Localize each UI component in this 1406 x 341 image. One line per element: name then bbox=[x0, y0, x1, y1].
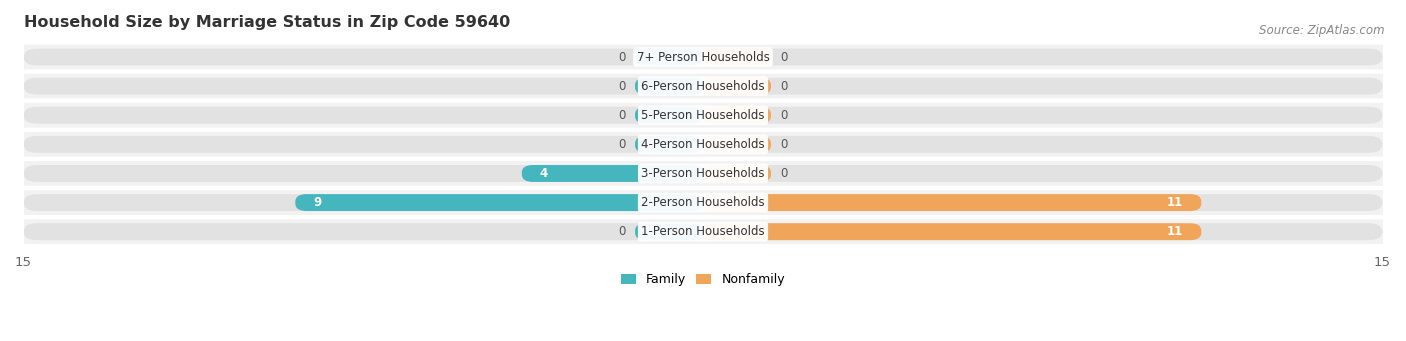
Text: 0: 0 bbox=[619, 80, 626, 93]
Text: 0: 0 bbox=[619, 109, 626, 122]
Text: Household Size by Marriage Status in Zip Code 59640: Household Size by Marriage Status in Zip… bbox=[24, 15, 510, 30]
FancyBboxPatch shape bbox=[636, 78, 703, 94]
FancyBboxPatch shape bbox=[703, 136, 770, 153]
FancyBboxPatch shape bbox=[24, 223, 1382, 240]
FancyBboxPatch shape bbox=[636, 48, 703, 65]
FancyBboxPatch shape bbox=[295, 194, 703, 211]
Text: 0: 0 bbox=[619, 50, 626, 63]
Legend: Family, Nonfamily: Family, Nonfamily bbox=[616, 268, 790, 291]
Text: 3-Person Households: 3-Person Households bbox=[641, 167, 765, 180]
FancyBboxPatch shape bbox=[24, 165, 1382, 182]
FancyBboxPatch shape bbox=[636, 223, 703, 240]
Text: 0: 0 bbox=[619, 138, 626, 151]
Text: 6-Person Households: 6-Person Households bbox=[641, 80, 765, 93]
FancyBboxPatch shape bbox=[1, 190, 1405, 215]
FancyBboxPatch shape bbox=[1, 132, 1405, 157]
Text: 1-Person Households: 1-Person Households bbox=[641, 225, 765, 238]
FancyBboxPatch shape bbox=[24, 78, 1382, 94]
FancyBboxPatch shape bbox=[1, 74, 1405, 99]
FancyBboxPatch shape bbox=[703, 107, 770, 124]
FancyBboxPatch shape bbox=[703, 194, 1201, 211]
FancyBboxPatch shape bbox=[703, 223, 1201, 240]
FancyBboxPatch shape bbox=[24, 194, 1382, 211]
FancyBboxPatch shape bbox=[636, 107, 703, 124]
FancyBboxPatch shape bbox=[24, 107, 1382, 124]
FancyBboxPatch shape bbox=[703, 78, 770, 94]
FancyBboxPatch shape bbox=[24, 48, 1382, 65]
FancyBboxPatch shape bbox=[1, 103, 1405, 128]
FancyBboxPatch shape bbox=[522, 165, 703, 182]
Text: 0: 0 bbox=[780, 109, 787, 122]
Text: 11: 11 bbox=[1167, 196, 1184, 209]
FancyBboxPatch shape bbox=[1, 161, 1405, 186]
Text: 2-Person Households: 2-Person Households bbox=[641, 196, 765, 209]
FancyBboxPatch shape bbox=[636, 136, 703, 153]
FancyBboxPatch shape bbox=[703, 48, 770, 65]
Text: 0: 0 bbox=[780, 138, 787, 151]
Text: 4: 4 bbox=[540, 167, 548, 180]
FancyBboxPatch shape bbox=[703, 165, 770, 182]
Text: 0: 0 bbox=[780, 167, 787, 180]
FancyBboxPatch shape bbox=[1, 45, 1405, 70]
Text: 11: 11 bbox=[1167, 225, 1184, 238]
Text: 9: 9 bbox=[314, 196, 322, 209]
Text: 0: 0 bbox=[619, 225, 626, 238]
Text: Source: ZipAtlas.com: Source: ZipAtlas.com bbox=[1260, 24, 1385, 37]
FancyBboxPatch shape bbox=[1, 219, 1405, 244]
Text: 7+ Person Households: 7+ Person Households bbox=[637, 50, 769, 63]
Text: 0: 0 bbox=[780, 50, 787, 63]
FancyBboxPatch shape bbox=[24, 136, 1382, 153]
Text: 5-Person Households: 5-Person Households bbox=[641, 109, 765, 122]
Text: 0: 0 bbox=[780, 80, 787, 93]
Text: 4-Person Households: 4-Person Households bbox=[641, 138, 765, 151]
